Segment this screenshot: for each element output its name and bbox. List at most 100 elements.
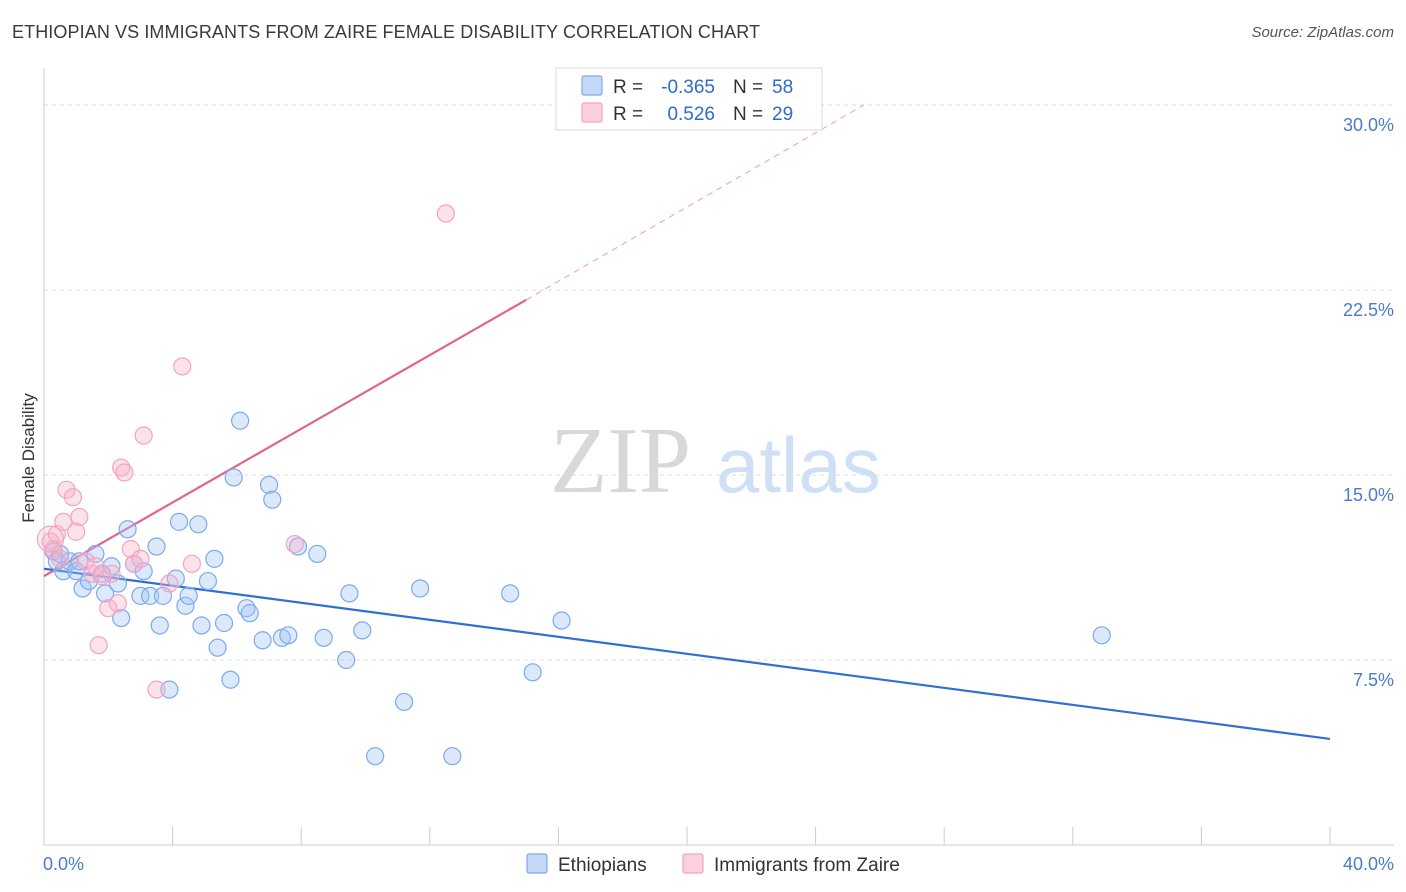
data-point xyxy=(224,468,243,487)
y-tick-labels: 7.5% 15.0% 22.5% 30.0% xyxy=(1343,115,1394,690)
data-point xyxy=(411,579,430,598)
data-point xyxy=(353,621,372,640)
legend-n-label-zaire: N = xyxy=(733,104,763,125)
data-point xyxy=(340,584,359,603)
y-tick-label: 22.5% xyxy=(1343,300,1394,320)
y-tick-label: 7.5% xyxy=(1353,670,1394,690)
data-point xyxy=(112,608,131,628)
data-point xyxy=(95,584,115,603)
data-point xyxy=(57,480,76,499)
data-point xyxy=(314,628,333,647)
data-point xyxy=(205,549,224,568)
data-point xyxy=(147,537,166,556)
data-point xyxy=(253,631,272,650)
y-axis-label: Female Disability xyxy=(19,393,38,523)
legend-r-value-ethiopians: -0.365 xyxy=(661,77,715,98)
data-point xyxy=(160,680,179,699)
data-point xyxy=(231,411,250,430)
axes xyxy=(43,68,1394,846)
watermark-atlas: atlas xyxy=(716,421,881,509)
data-point xyxy=(50,549,70,568)
data-point xyxy=(176,596,195,615)
legend-n-label-ethiopians: N = xyxy=(733,77,763,98)
series-ethiopians xyxy=(44,411,1111,766)
data-point xyxy=(44,539,63,559)
data-point xyxy=(189,515,208,534)
trend-line-ethiopians xyxy=(43,567,1331,741)
series-zaire xyxy=(41,204,455,699)
data-point xyxy=(192,616,211,635)
series-legend-label-ethiopians: Ethiopians xyxy=(558,855,647,876)
data-point xyxy=(118,520,137,539)
data-point xyxy=(443,747,462,766)
trend-lines xyxy=(43,104,1331,741)
data-point xyxy=(70,507,89,527)
data-point xyxy=(523,663,542,682)
data-point xyxy=(112,458,131,477)
data-point xyxy=(131,586,150,605)
data-point xyxy=(131,549,150,568)
data-points xyxy=(36,204,1111,766)
data-point xyxy=(147,680,166,699)
chart-source: Source: ZipAtlas.com xyxy=(1251,24,1394,41)
data-point xyxy=(366,747,385,766)
data-point xyxy=(108,574,128,593)
data-point xyxy=(67,522,86,541)
trend-line-zaire xyxy=(43,298,527,578)
legend-r-value-zaire: 0.526 xyxy=(667,104,715,125)
data-point xyxy=(169,512,189,531)
legend-n-value-zaire: 29 xyxy=(772,104,793,125)
data-point xyxy=(108,594,128,613)
data-point xyxy=(86,544,105,564)
data-point xyxy=(436,204,455,223)
data-point xyxy=(208,638,227,657)
data-point xyxy=(1092,626,1111,645)
data-point xyxy=(160,574,179,593)
data-point xyxy=(237,599,256,618)
legend-r-label-ethiopians: R = xyxy=(613,77,643,98)
data-point xyxy=(121,539,140,559)
legend-n-value-ethiopians: 58 xyxy=(772,77,793,98)
data-point xyxy=(115,463,134,482)
data-point xyxy=(198,571,218,591)
x-tick-label-min: 0.0% xyxy=(43,854,84,874)
data-point xyxy=(285,534,304,554)
series-legend-swatch-ethiopians xyxy=(526,853,548,874)
x-tick-labels: 0.0% 40.0% xyxy=(43,854,1394,874)
chart-title: ETHIOPIAN VS IMMIGRANTS FROM ZAIRE FEMAL… xyxy=(12,22,761,42)
series-legend-label-zaire: Immigrants from Zaire xyxy=(714,855,900,876)
data-point xyxy=(173,357,192,376)
data-point xyxy=(140,586,160,605)
data-point xyxy=(179,586,198,605)
data-point xyxy=(288,537,308,556)
data-point xyxy=(240,604,259,623)
data-point xyxy=(99,599,118,618)
correlation-legend: R = -0.365 N = 58 R = 0.526 N = 29 xyxy=(555,67,823,131)
data-point xyxy=(552,611,571,630)
trend-line-zaire-extension xyxy=(525,104,865,301)
legend-swatch-ethiopians xyxy=(581,75,603,96)
y-tick-label: 30.0% xyxy=(1343,115,1394,135)
data-point-large xyxy=(36,525,65,553)
y-tick-label: 15.0% xyxy=(1343,485,1394,505)
legend-r-label-zaire: R = xyxy=(613,104,643,125)
data-point xyxy=(102,564,121,583)
data-point xyxy=(221,670,240,689)
data-point xyxy=(263,490,282,509)
data-point xyxy=(182,554,201,573)
data-point xyxy=(89,636,108,655)
data-point xyxy=(337,650,356,670)
data-point xyxy=(279,626,298,645)
data-point xyxy=(308,544,327,564)
data-point xyxy=(150,616,169,635)
data-point xyxy=(134,426,153,445)
x-tick-label-max: 40.0% xyxy=(1343,854,1394,874)
data-point xyxy=(63,488,83,507)
data-point xyxy=(86,557,105,576)
data-point xyxy=(214,613,234,633)
data-point xyxy=(259,475,279,494)
data-point xyxy=(501,584,520,603)
watermark-zip: ZIP xyxy=(550,409,691,513)
data-point xyxy=(102,557,121,576)
